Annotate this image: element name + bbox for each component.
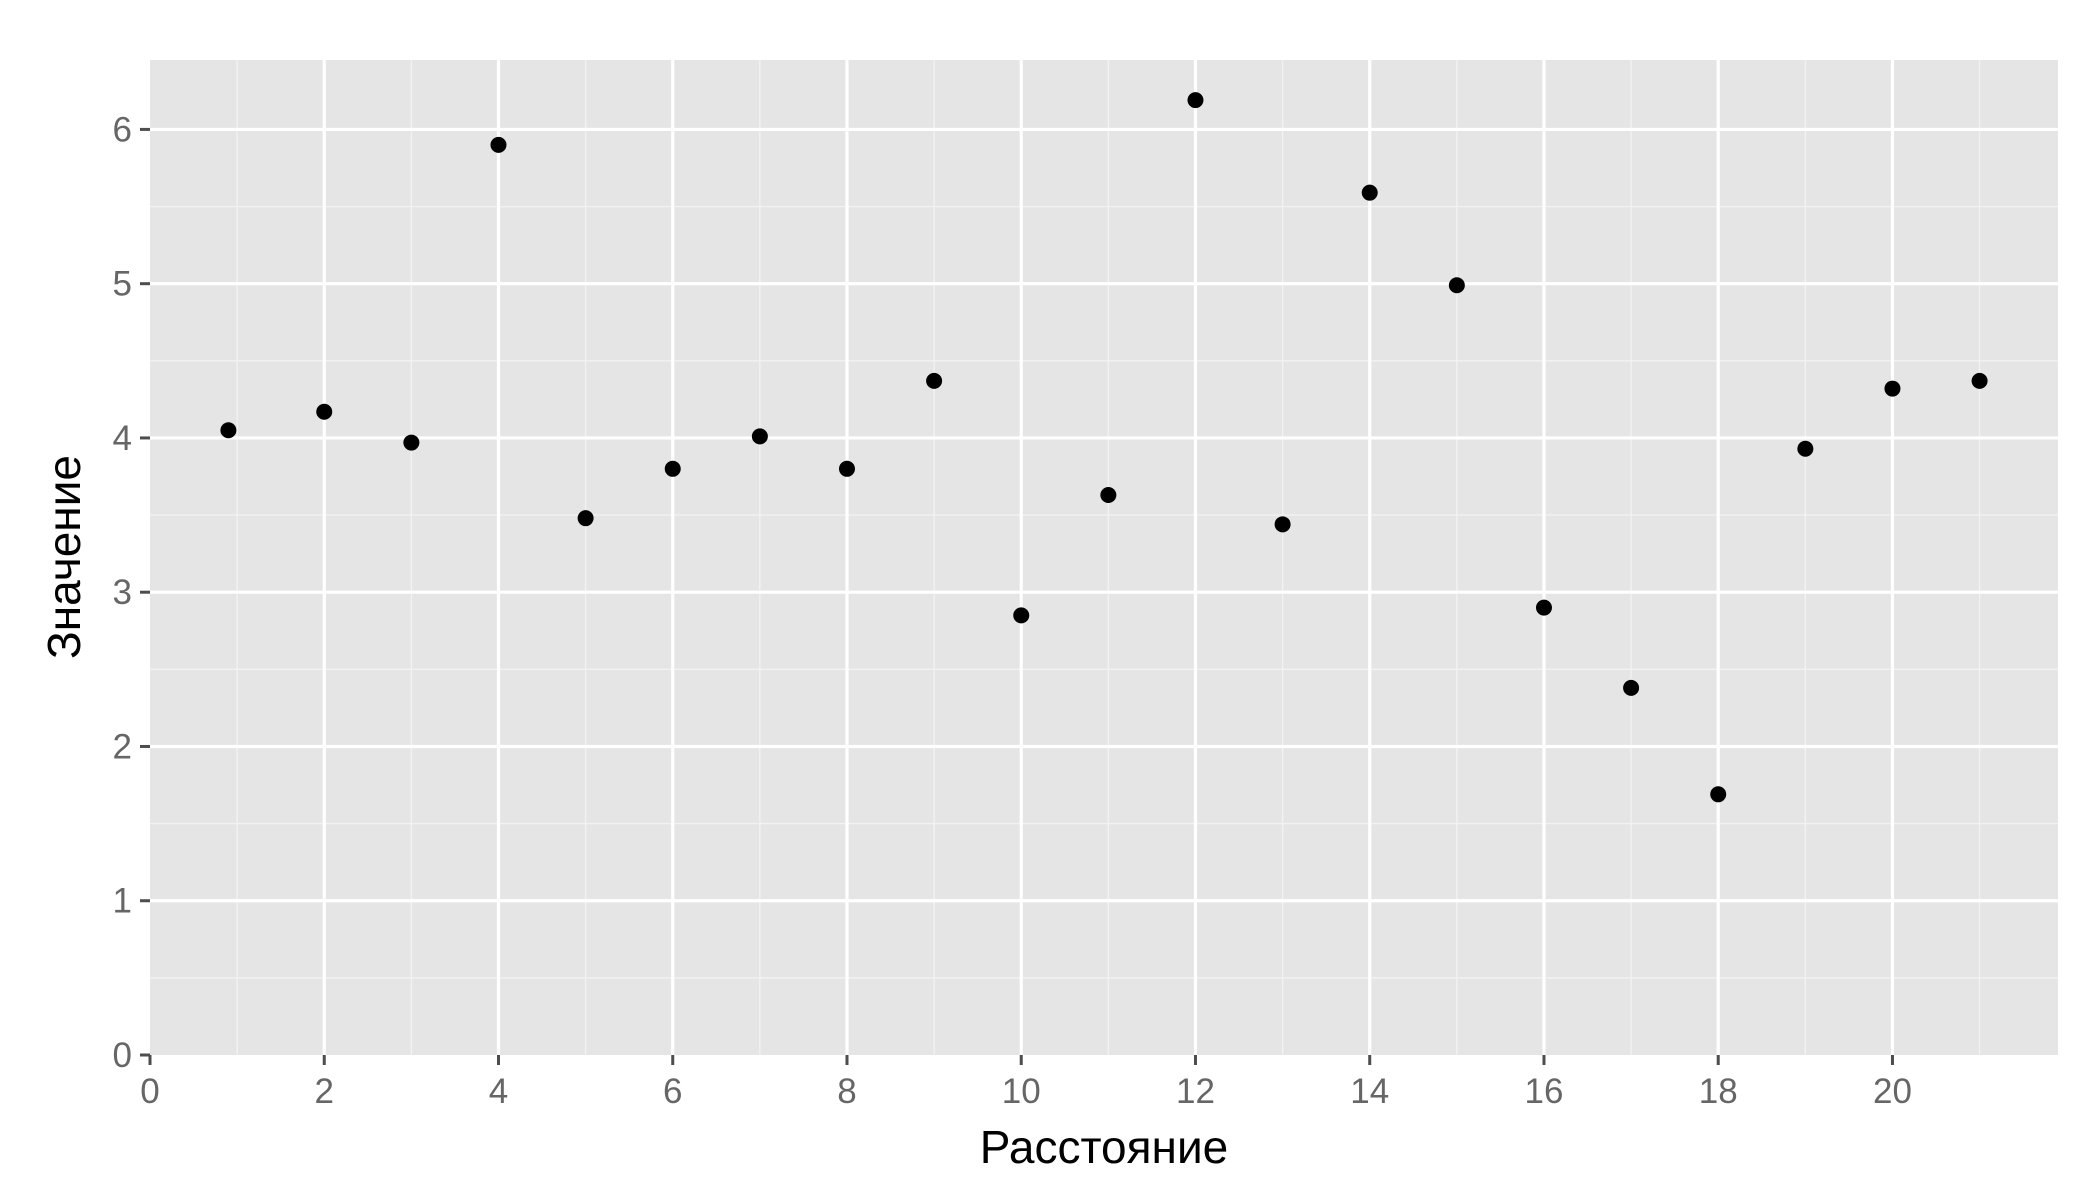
y-tick-label: 5 [113, 265, 132, 304]
data-point [1535, 599, 1552, 616]
data-point [1971, 372, 1988, 389]
y-axis-title: Значение [38, 455, 90, 659]
y-tick-label: 0 [113, 1036, 132, 1075]
data-point [577, 510, 594, 527]
data-point [403, 434, 420, 451]
data-point [664, 460, 681, 477]
x-tick-label: 10 [1002, 1072, 1041, 1111]
y-tick-label: 6 [113, 110, 132, 149]
data-point [1013, 607, 1030, 624]
data-point [490, 136, 507, 153]
x-tick-label: 4 [489, 1072, 508, 1111]
x-tick-label: 2 [315, 1072, 334, 1111]
x-tick-label: 18 [1699, 1072, 1738, 1111]
data-point [1710, 786, 1727, 803]
x-axis-ticks: 0 2 4 6 8 10 12 14 16 18 20 [140, 1055, 1912, 1111]
x-tick-label: 20 [1873, 1072, 1912, 1111]
data-point [1884, 380, 1901, 397]
data-point [926, 372, 943, 389]
x-tick-label: 6 [663, 1072, 682, 1111]
plot-panel [150, 60, 2058, 1055]
data-point [1100, 487, 1117, 504]
x-tick-label: 8 [837, 1072, 856, 1111]
x-tick-label: 12 [1176, 1072, 1215, 1111]
data-point [1448, 277, 1465, 294]
data-point [316, 403, 333, 420]
x-tick-label: 0 [140, 1072, 159, 1111]
y-axis-ticks: 0 1 2 3 4 5 6 [113, 110, 150, 1075]
x-axis-title: Расстояние [980, 1121, 1228, 1173]
y-tick-label: 4 [113, 419, 132, 458]
data-point [1361, 184, 1378, 201]
major-gridlines [150, 60, 2058, 1055]
data-point [838, 460, 855, 477]
data-point [1187, 92, 1204, 109]
y-tick-label: 2 [113, 727, 132, 766]
data-point [1623, 679, 1640, 696]
data-point [220, 422, 237, 439]
y-tick-label: 1 [113, 882, 132, 921]
data-points [220, 92, 1988, 803]
x-tick-label: 16 [1525, 1072, 1564, 1111]
data-point [1797, 440, 1814, 457]
minor-gridlines [150, 60, 2058, 1055]
data-point [1274, 516, 1291, 533]
data-point [751, 428, 768, 445]
x-tick-label: 14 [1350, 1072, 1389, 1111]
y-tick-label: 3 [113, 573, 132, 612]
